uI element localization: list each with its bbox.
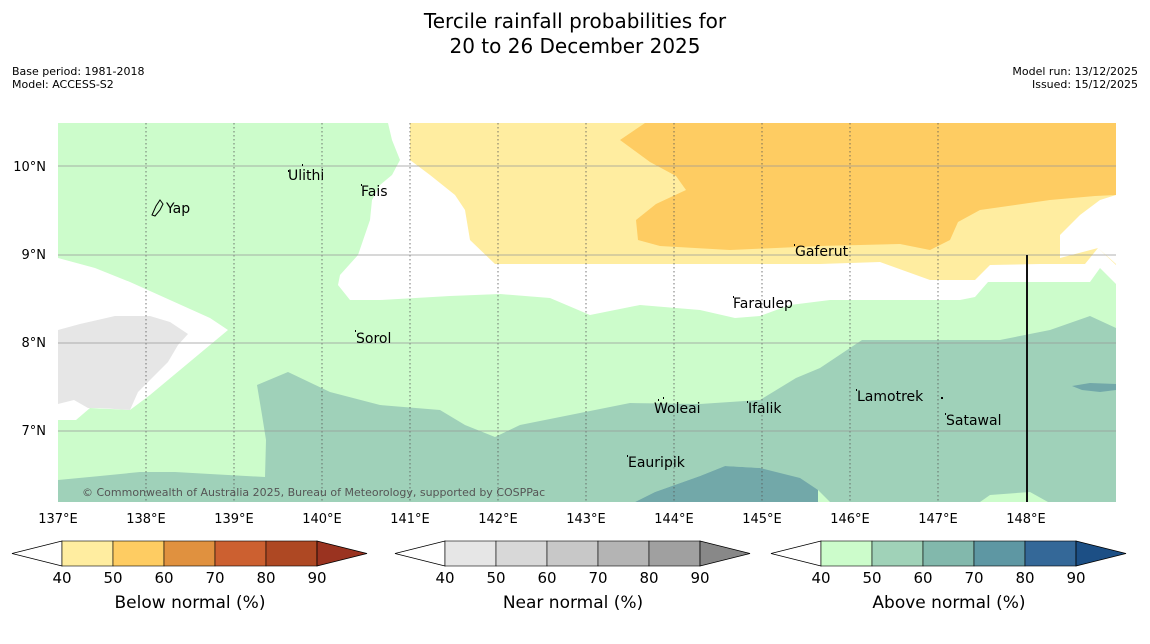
place-label-satawal: Satawal	[946, 413, 1001, 429]
colorbar-min-arrow	[394, 540, 446, 567]
lon-tick-label: 144°E	[654, 512, 694, 527]
region-above-60-east	[1072, 383, 1116, 392]
lat-tick-label: 7°N	[22, 424, 47, 439]
colorbar-tick-label: 70	[205, 569, 224, 587]
colorbar-tick-label: 90	[1066, 569, 1085, 587]
colorbar-tick-label: 40	[811, 569, 830, 587]
place-label-eauripik: Eauripik	[628, 455, 686, 471]
colorbar-1: 40 50 60 70 80 90	[394, 540, 751, 587]
colorbar-segment	[546, 540, 599, 567]
colorbar-segment	[597, 540, 650, 567]
lon-tick-label: 137°E	[38, 512, 78, 527]
colorbar-segment	[922, 540, 975, 567]
colorbar-tick-label: 70	[588, 569, 607, 587]
colorbar-segment	[444, 540, 497, 567]
yap-island-icon	[151, 199, 164, 217]
lon-tick-label: 145°E	[742, 512, 782, 527]
colorbar-segment	[495, 540, 548, 567]
region-above-60-south	[635, 466, 818, 502]
meta-left: Base period: 1981-2018 Model: ACCESS-S2	[12, 65, 144, 91]
title-line-2: 20 to 26 December 2025	[449, 34, 701, 58]
colorbar-0: 40 50 60 70 80 90	[11, 540, 368, 587]
colorbar-segment	[112, 540, 165, 567]
lon-gridlines	[145, 123, 939, 502]
island-markers	[288, 164, 946, 457]
colorbar-tick-label: 60	[913, 569, 932, 587]
place-label-ifalik: Ifalik	[748, 401, 782, 417]
lon-axis-labels: 137°E 138°E 139°E 140°E 141°E 142°E 143°E 144°E…	[38, 512, 1046, 527]
colorbar-tick-label: 40	[435, 569, 454, 587]
lon-tick-label: 139°E	[214, 512, 254, 527]
colorbar-segment	[214, 540, 267, 567]
place-label-gaferut: Gaferut	[795, 244, 849, 260]
meta-right: Model run: 13/12/2025 Issued: 15/12/2025	[1012, 65, 1138, 91]
copyright-text: © Commonwealth of Australia 2025, Bureau…	[82, 486, 545, 499]
colorbar-label-below: Below normal (%)	[114, 593, 266, 613]
colorbar-min-arrow	[770, 540, 822, 567]
place-label-ulithi: Ulithi	[288, 168, 324, 184]
lon-tick-label: 148°E	[1006, 512, 1046, 527]
lat-tick-label: 10°N	[13, 160, 46, 175]
colorbar-label-near: Near normal (%)	[502, 593, 644, 613]
map-frame	[58, 123, 1116, 502]
colorbar-segment	[163, 540, 216, 567]
colorbar-tick-label: 50	[862, 569, 881, 587]
colorbar-tick-label: 50	[103, 569, 122, 587]
place-label-sorol: Sorol	[356, 331, 391, 347]
colorbar-max-arrow	[1075, 540, 1127, 567]
colorbar-min-arrow	[11, 540, 63, 567]
base-period: Base period: 1981-2018	[12, 65, 145, 78]
colorbar-label-above: Above normal (%)	[872, 593, 1026, 613]
colorbar-segment	[973, 540, 1026, 567]
colorbar-segment	[1024, 540, 1077, 567]
colorbar-tick-label: 90	[690, 569, 709, 587]
colorbar-max-arrow	[699, 540, 751, 567]
colorbars: 40 50 60 70 80 90 40 50 60 70 80 90 40 50 60 70 80 90	[11, 540, 1127, 587]
title-line-1: Tercile rainfall probabilities for	[423, 9, 727, 33]
place-label-fais: Fais	[361, 184, 388, 200]
colorbar-tick-label: 60	[537, 569, 556, 587]
lon-tick-label: 142°E	[478, 512, 518, 527]
colorbar-segment	[871, 540, 924, 567]
lat-gridlines	[58, 165, 1116, 432]
model-name: Model: ACCESS-S2	[12, 78, 114, 91]
model-run: Model run: 13/12/2025	[1012, 65, 1138, 78]
colorbar-max-arrow	[316, 540, 368, 567]
place-labels: Yap Ulithi Fais Gaferut Faraulep Sorol Woleai I…	[165, 168, 1001, 471]
colorbar-tick-label: 40	[52, 569, 71, 587]
lon-tick-label: 138°E	[126, 512, 166, 527]
colorbar-segment	[648, 540, 701, 567]
colorbar-tick-label: 80	[1015, 569, 1034, 587]
colorbar-tick-label: 80	[639, 569, 658, 587]
colorbar-tick-label: 80	[256, 569, 275, 587]
lat-tick-label: 9°N	[22, 248, 47, 263]
lon-tick-label: 141°E	[390, 512, 430, 527]
colorbar-2: 40 50 60 70 80 90	[770, 540, 1127, 587]
colorbar-tick-label: 70	[964, 569, 983, 587]
place-label-yap: Yap	[165, 201, 190, 217]
lon-tick-label: 143°E	[566, 512, 606, 527]
place-label-faraulep: Faraulep	[733, 296, 793, 312]
region-near-40	[58, 316, 188, 410]
colorbar-segment	[265, 540, 318, 567]
issued-date: Issued: 15/12/2025	[1031, 78, 1138, 91]
lon-tick-label: 146°E	[830, 512, 870, 527]
lat-axis-labels: 10°N 9°N 8°N 7°N	[13, 160, 46, 439]
colorbar-segment	[820, 540, 873, 567]
colorbar-tick-label: 90	[307, 569, 326, 587]
place-label-lamotrek: Lamotrek	[857, 389, 924, 405]
region-above-50	[58, 316, 1116, 502]
region-below-50	[620, 123, 1116, 250]
lat-tick-label: 8°N	[22, 336, 47, 351]
place-label-woleai: Woleai	[654, 401, 701, 417]
colorbar-segment	[61, 540, 114, 567]
lon-tick-label: 140°E	[302, 512, 342, 527]
lon-tick-label: 147°E	[918, 512, 958, 527]
colorbar-tick-label: 50	[486, 569, 505, 587]
colorbar-tick-label: 60	[154, 569, 173, 587]
